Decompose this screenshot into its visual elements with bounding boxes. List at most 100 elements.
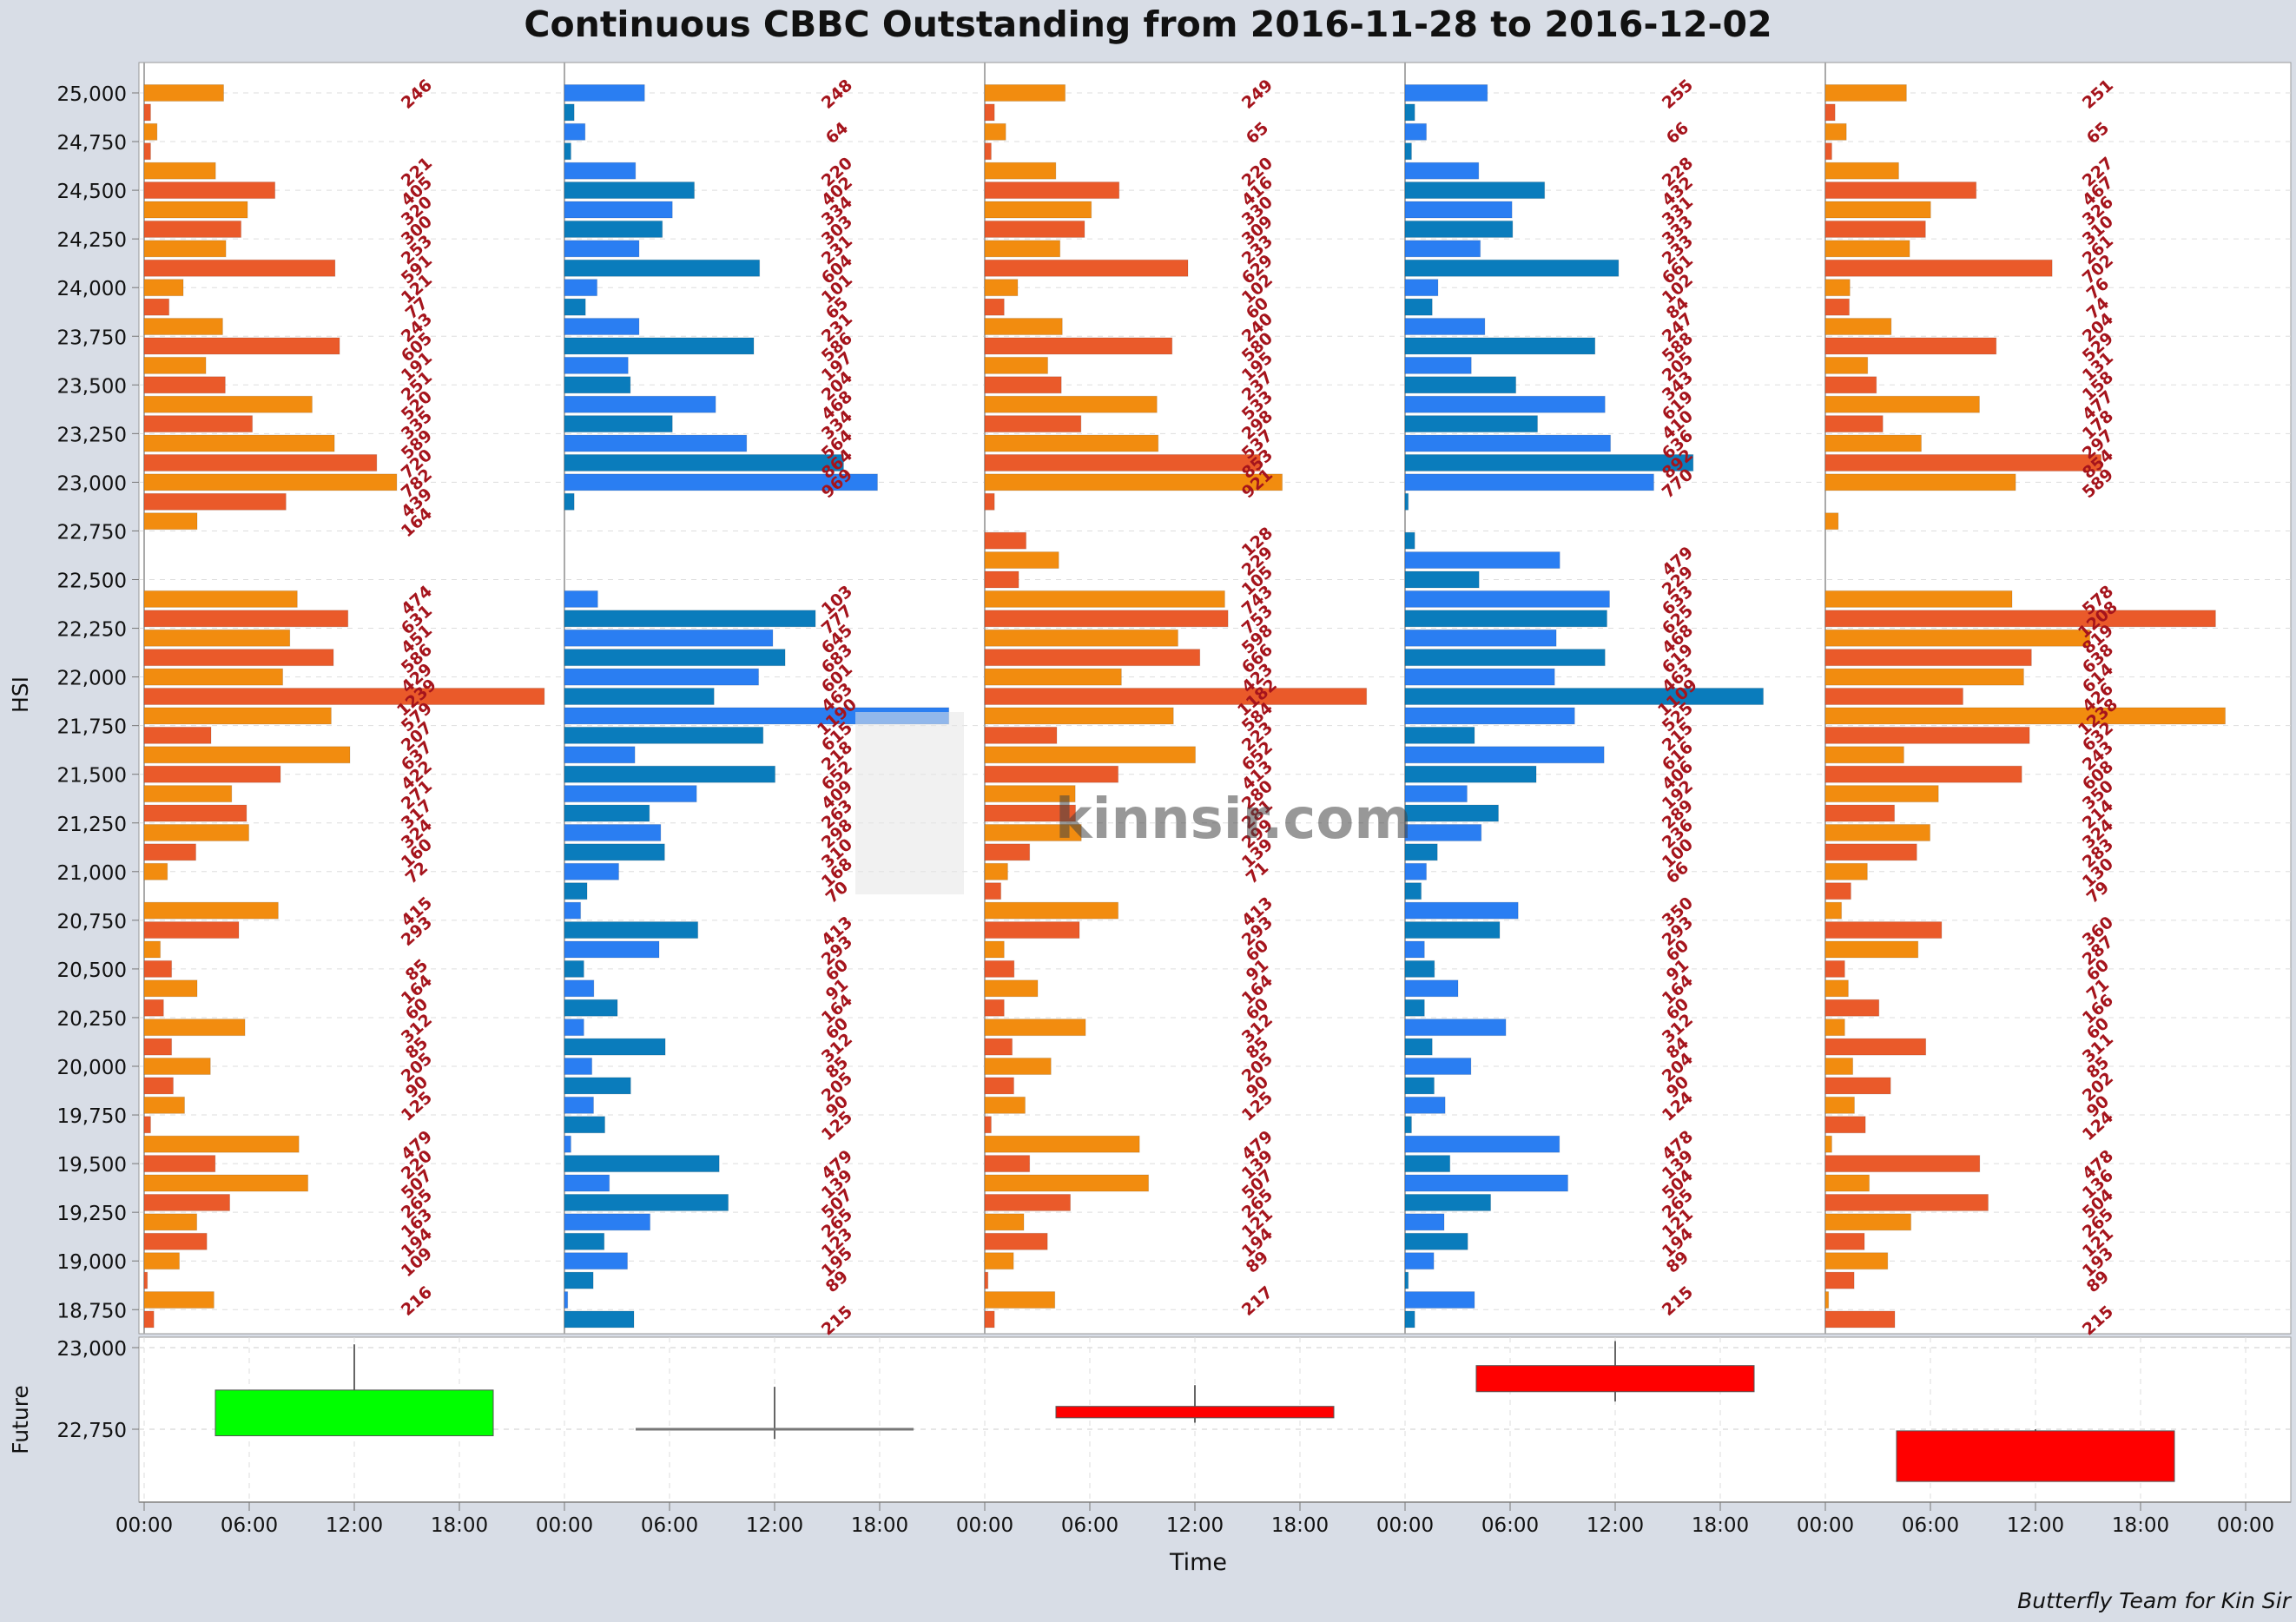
- cbbc-bar: [1404, 473, 1654, 491]
- cbbc-bar: [984, 337, 1173, 355]
- cbbc-bar: [564, 882, 588, 900]
- cbbc-bar: [564, 823, 662, 841]
- cbbc-bar: [984, 356, 1049, 374]
- cbbc-bar: [984, 201, 1092, 219]
- cbbc-bar: [143, 1116, 151, 1134]
- y-tick-label: 19,250: [57, 1203, 127, 1225]
- cbbc-bar: [1824, 356, 1869, 374]
- cbbc-bar: [1404, 1213, 1445, 1231]
- cbbc-bar: [143, 1193, 231, 1211]
- cbbc-bar: [984, 142, 992, 161]
- cbbc-bar: [143, 746, 351, 764]
- y-tick-label: 22,000: [57, 668, 127, 690]
- cbbc-bar: [143, 84, 225, 102]
- cbbc-bar: [564, 1310, 635, 1329]
- y-gridlines: [139, 92, 2291, 1310]
- cbbc-bar: [984, 1232, 1048, 1250]
- cbbc-bar: [143, 201, 248, 219]
- cbbc-bar: [143, 376, 226, 394]
- y-tick-label: 21,750: [57, 716, 127, 739]
- cbbc-bar: [143, 804, 247, 822]
- cbbc-bar: [984, 162, 1057, 180]
- candle-body: [1055, 1406, 1335, 1419]
- candle-body: [214, 1389, 494, 1437]
- cbbc-bar: [1404, 882, 1422, 900]
- cbbc-bar: [1824, 1252, 1889, 1270]
- cbbc-bar: [984, 862, 1008, 880]
- cbbc-bar: [564, 492, 575, 511]
- cbbc-bar: [143, 765, 281, 783]
- cbbc-bars: [143, 84, 2227, 1329]
- cbbc-bar: [984, 181, 1120, 200]
- cbbc-bar: [564, 395, 716, 413]
- cbbc-bar: [1404, 688, 1765, 706]
- cbbc-bar: [1404, 1155, 1451, 1173]
- cbbc-bar: [564, 843, 665, 861]
- cbbc-bar: [1824, 162, 1899, 180]
- cbbc-bar: [984, 1155, 1031, 1173]
- cbbc-bar: [143, 688, 545, 706]
- cbbc-bar: [564, 940, 660, 959]
- cbbc-bar: [564, 610, 816, 628]
- cbbc-bar: [1824, 181, 1977, 200]
- cbbc-bar: [143, 959, 173, 978]
- chart-title: Continuous CBBC Outstanding from 2016-11…: [524, 3, 1772, 45]
- cbbc-bar: [1404, 1077, 1435, 1095]
- cbbc-bar: [984, 610, 1229, 628]
- cbbc-bar: [984, 570, 1019, 589]
- cbbc-bar: [984, 901, 1119, 920]
- cbbc-bar: [143, 1310, 155, 1329]
- y-tick-label: 25,000: [57, 83, 127, 106]
- cbbc-bar: [564, 122, 586, 141]
- cbbc-bar: [984, 785, 1076, 803]
- y-tick-label: 24,000: [57, 278, 127, 300]
- cbbc-bar: [1824, 940, 1919, 959]
- cbbc-bar: [143, 1135, 300, 1153]
- cbbc-bar: [143, 1174, 309, 1192]
- x-tick-label: 18:00: [1692, 1514, 1749, 1537]
- cbbc-bar: [564, 785, 697, 803]
- cbbc-bar: [1824, 1174, 1870, 1192]
- cbbc-bar: [984, 531, 1027, 550]
- cbbc-bar: [143, 356, 207, 374]
- cbbc-bar: [564, 1213, 651, 1231]
- cbbc-bar: [984, 395, 1158, 413]
- cbbc-bar: [984, 921, 1080, 940]
- cbbc-bar: [1404, 785, 1468, 803]
- cbbc-bar: [564, 1058, 593, 1075]
- cbbc-bar: [564, 356, 629, 374]
- cbbc-bar: [984, 318, 1063, 336]
- cbbc-bar: [564, 1096, 594, 1114]
- cbbc-bar: [564, 979, 595, 998]
- cbbc-bar: [1824, 804, 1896, 822]
- cbbc-bar: [1824, 240, 1910, 258]
- cbbc-bar: [984, 1135, 1140, 1153]
- cbbc-bar: [1404, 531, 1415, 550]
- cbbc-bar: [564, 668, 760, 686]
- cbbc-bar: [984, 1252, 1014, 1270]
- cbbc-bar: [564, 337, 755, 355]
- cbbc-bar: [1824, 1213, 1912, 1231]
- cbbc-bar: [984, 1019, 1086, 1037]
- y-tick-label: 20,000: [57, 1057, 127, 1079]
- y-tick-label: 19,750: [57, 1105, 127, 1128]
- y-tick-label: 23,750: [57, 326, 127, 349]
- cbbc-bar: [1824, 1019, 1845, 1037]
- cbbc-bar: [1404, 979, 1459, 998]
- cbbc-bar: [564, 765, 776, 783]
- cbbc-bar: [1404, 1038, 1433, 1056]
- cbbc-bar: [564, 240, 640, 258]
- cbbc-bar: [984, 453, 1261, 471]
- cbbc-bar: [143, 395, 313, 413]
- cbbc-bar: [1404, 181, 1546, 200]
- x-tick-label: 00:00: [956, 1514, 1013, 1537]
- cbbc-bar: [984, 1310, 995, 1329]
- cbbc-bar: [984, 1291, 1056, 1309]
- cbbc-bar: [1824, 279, 1851, 297]
- cbbc-bar: [1824, 610, 2216, 628]
- cbbc-bar: [143, 1019, 246, 1037]
- cbbc-bar: [564, 201, 673, 219]
- credit-text: Butterfly Team for Kin Sir: [2017, 1588, 2291, 1613]
- cbbc-bar: [1404, 1271, 1409, 1289]
- cbbc-bar: [1824, 862, 1868, 880]
